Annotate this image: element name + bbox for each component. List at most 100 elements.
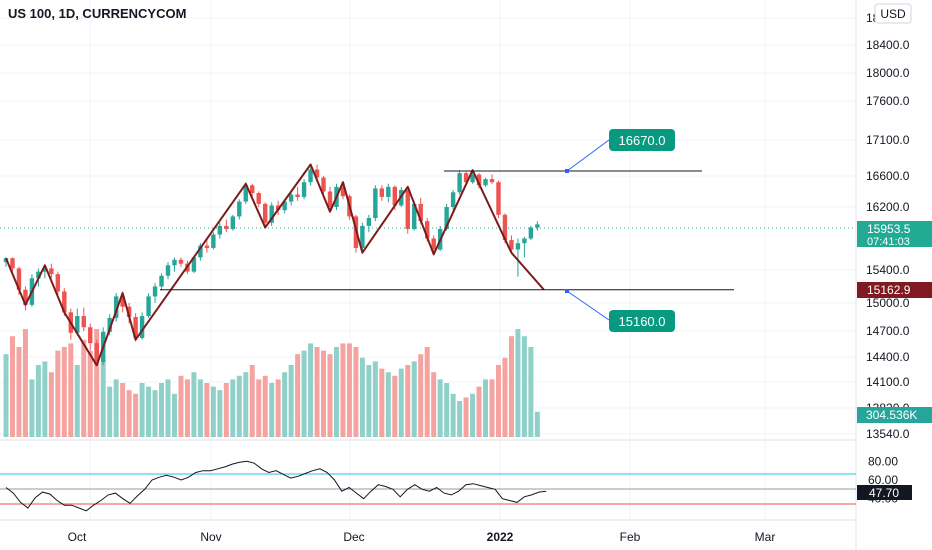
price-tick-label: 18400.0 bbox=[866, 38, 910, 52]
volume-bar bbox=[165, 379, 171, 437]
candle-body bbox=[444, 207, 449, 230]
volume-bar bbox=[288, 365, 294, 437]
volume-bar bbox=[424, 347, 430, 437]
candle-body bbox=[502, 214, 508, 241]
volume-bar bbox=[68, 343, 74, 437]
price-tick-label: 17600.0 bbox=[866, 94, 910, 108]
volume-bar bbox=[61, 347, 67, 437]
volume-bar bbox=[94, 329, 100, 437]
volume-bar bbox=[100, 361, 106, 437]
volume-bar bbox=[230, 379, 236, 437]
candle-body bbox=[425, 221, 430, 239]
candle-body bbox=[159, 275, 164, 287]
volume-bar bbox=[528, 347, 534, 437]
volume-bar bbox=[359, 357, 365, 437]
time-axis[interactable]: Oct Nov Dec 2022 Feb Mar bbox=[68, 530, 776, 544]
candle-body bbox=[120, 296, 125, 307]
price-tick-label: 14100.0 bbox=[866, 375, 910, 389]
volume-bar bbox=[321, 350, 327, 437]
candle-body bbox=[10, 258, 15, 269]
zigzag-pattern bbox=[5, 163, 545, 367]
volume-bar bbox=[379, 368, 385, 437]
volume-bar bbox=[133, 393, 139, 437]
volume-bar bbox=[327, 354, 333, 437]
volume-bar bbox=[191, 372, 197, 437]
volume-bar bbox=[146, 386, 152, 437]
candle-body bbox=[360, 225, 365, 248]
candle-body bbox=[535, 224, 540, 228]
candle-body bbox=[282, 201, 287, 211]
currency-button[interactable] bbox=[874, 3, 912, 24]
candle-body bbox=[263, 203, 268, 223]
candle-body bbox=[314, 169, 320, 178]
candle-body bbox=[295, 194, 300, 197]
price-tick-label: 15400.0 bbox=[866, 263, 910, 277]
volume-bar bbox=[463, 397, 469, 437]
volume-bar bbox=[35, 365, 41, 437]
current-price-value: 15953.5 bbox=[867, 222, 911, 236]
candle-body bbox=[483, 179, 488, 186]
candle-body bbox=[256, 193, 261, 204]
candle-body bbox=[496, 182, 501, 215]
candle-body bbox=[81, 316, 86, 328]
candle-body bbox=[308, 169, 313, 183]
volume-bar bbox=[262, 375, 268, 437]
volume-bar bbox=[107, 386, 113, 437]
oscillator-line bbox=[5, 460, 547, 512]
volume-bar bbox=[495, 365, 501, 437]
support-anchor-handle[interactable] bbox=[565, 289, 569, 293]
support-callout-text: 15160.0 bbox=[619, 314, 666, 329]
candle-body bbox=[191, 257, 197, 272]
volume-bar bbox=[515, 329, 521, 437]
countdown-value: 07:41:03 bbox=[867, 236, 910, 248]
candle-body bbox=[275, 205, 281, 211]
oscillator-series bbox=[5, 460, 547, 512]
candles bbox=[3, 164, 540, 366]
volume-bar bbox=[197, 379, 203, 437]
volume-bar bbox=[269, 383, 275, 437]
volume-bar bbox=[346, 343, 352, 437]
candle-body bbox=[243, 185, 248, 202]
volume-bar bbox=[48, 372, 54, 437]
resistance-anchor-handle[interactable] bbox=[565, 169, 569, 173]
volume-bar bbox=[243, 372, 249, 437]
price-tick-label: 13540.0 bbox=[866, 427, 910, 441]
volume-bar bbox=[113, 379, 119, 437]
volume-badge bbox=[857, 407, 932, 423]
price-tick-label: 18000.0 bbox=[866, 66, 910, 80]
volume-bar bbox=[87, 350, 93, 437]
candle-body bbox=[431, 238, 436, 250]
candle-body bbox=[75, 316, 80, 333]
volume-bar bbox=[256, 379, 262, 437]
resistance-callout-badge[interactable] bbox=[609, 129, 675, 151]
candle-body bbox=[366, 218, 372, 226]
volume-bar bbox=[126, 390, 132, 437]
volume-bar bbox=[236, 375, 242, 437]
candle-body bbox=[463, 173, 469, 183]
candle-body bbox=[288, 194, 294, 202]
candle-body bbox=[373, 188, 378, 219]
oscillator-value-badge bbox=[857, 485, 912, 500]
candle-body bbox=[327, 191, 333, 207]
oscillator-tick-label: 80.00 bbox=[868, 454, 898, 468]
candle-body bbox=[165, 265, 171, 276]
volume-bar bbox=[418, 354, 424, 437]
price-tick-label: 16600.0 bbox=[866, 169, 910, 183]
candle-body bbox=[217, 225, 223, 235]
support-callout-badge[interactable] bbox=[609, 310, 675, 332]
candle-body bbox=[139, 316, 145, 338]
volume-bar bbox=[29, 379, 35, 437]
volume-value: 304.536K bbox=[866, 408, 917, 422]
candle-body bbox=[211, 234, 216, 248]
time-tick-label: Dec bbox=[343, 530, 364, 544]
volume-bar bbox=[249, 365, 255, 437]
volume-bar bbox=[275, 379, 281, 437]
volume-bar bbox=[178, 375, 184, 437]
volume-bar bbox=[295, 354, 301, 437]
volume-bar bbox=[282, 372, 288, 437]
volume-bar bbox=[411, 361, 417, 437]
volume-bar bbox=[470, 393, 476, 437]
volume-bar bbox=[385, 372, 391, 437]
candle-body bbox=[405, 189, 410, 230]
